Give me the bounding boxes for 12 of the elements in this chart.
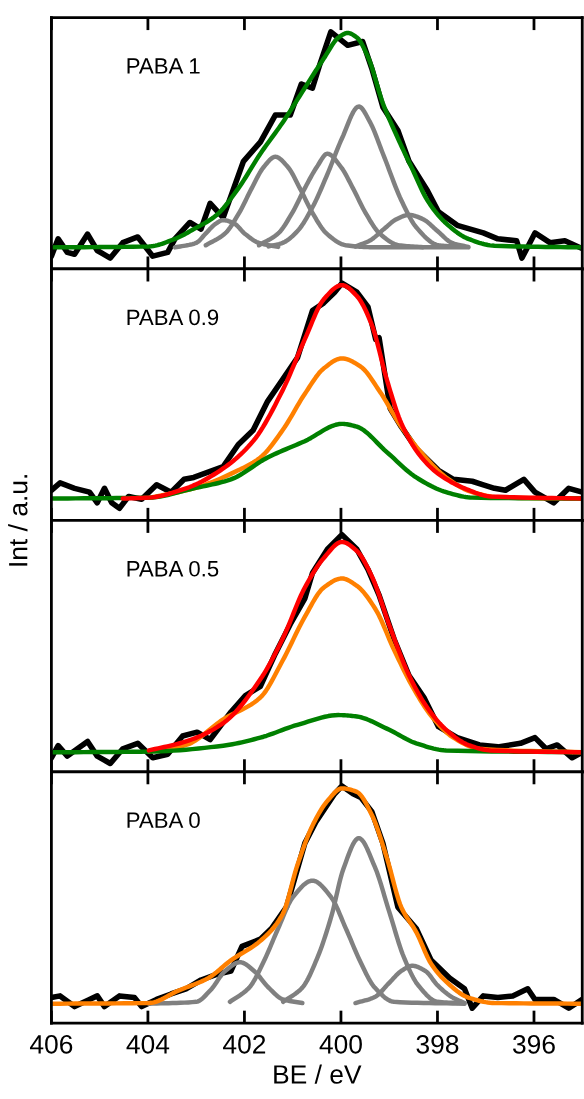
x-axis-title: BE / eV [274, 1064, 362, 1084]
x-tick-label: 400 [319, 1034, 362, 1054]
x-tick-label: 398 [416, 1034, 459, 1054]
x-tick-label: 404 [126, 1034, 170, 1054]
x-tick-label: 406 [29, 1034, 73, 1054]
annotation: PABA 0 [127, 812, 200, 829]
annotation: PABA 0.5 [127, 560, 219, 577]
annotation: PABA 0.9 [127, 309, 219, 326]
annotation: PABA 1 [127, 58, 200, 74]
y-axis-title: Int / a.u. [8, 475, 28, 566]
x-tick-label: 402 [223, 1034, 266, 1054]
x-tick-label: 396 [512, 1034, 555, 1054]
